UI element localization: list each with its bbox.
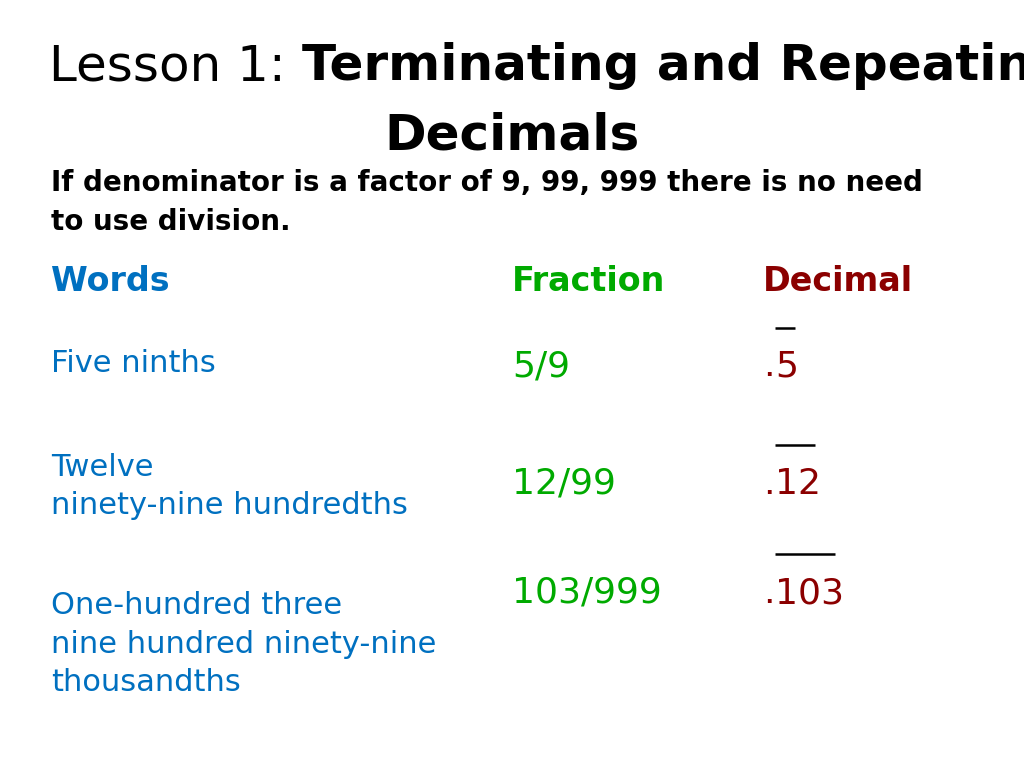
Text: 12: 12 bbox=[775, 467, 821, 501]
Text: 5: 5 bbox=[775, 349, 798, 383]
Text: .: . bbox=[763, 349, 774, 383]
Text: Words: Words bbox=[51, 265, 170, 298]
Text: Decimals: Decimals bbox=[384, 111, 640, 160]
Text: Lesson 1:: Lesson 1: bbox=[49, 42, 302, 91]
Text: 12/99: 12/99 bbox=[512, 467, 615, 501]
Text: One-hundred three
nine hundred ninety-nine
thousandths: One-hundred three nine hundred ninety-ni… bbox=[51, 591, 436, 697]
Text: .: . bbox=[763, 576, 774, 610]
Text: If denominator is a factor of 9, 99, 999 there is no need
to use division.: If denominator is a factor of 9, 99, 999… bbox=[51, 169, 923, 236]
Text: .: . bbox=[763, 467, 774, 501]
Text: Decimal: Decimal bbox=[763, 265, 913, 298]
Text: Five ninths: Five ninths bbox=[51, 349, 216, 379]
Text: Terminating and Repeating: Terminating and Repeating bbox=[302, 42, 1024, 91]
Text: 103: 103 bbox=[775, 576, 844, 610]
Text: Fraction: Fraction bbox=[512, 265, 666, 298]
Text: Twelve
ninety-nine hundredths: Twelve ninety-nine hundredths bbox=[51, 453, 409, 521]
Text: 5/9: 5/9 bbox=[512, 349, 570, 383]
Text: 103/999: 103/999 bbox=[512, 576, 662, 610]
